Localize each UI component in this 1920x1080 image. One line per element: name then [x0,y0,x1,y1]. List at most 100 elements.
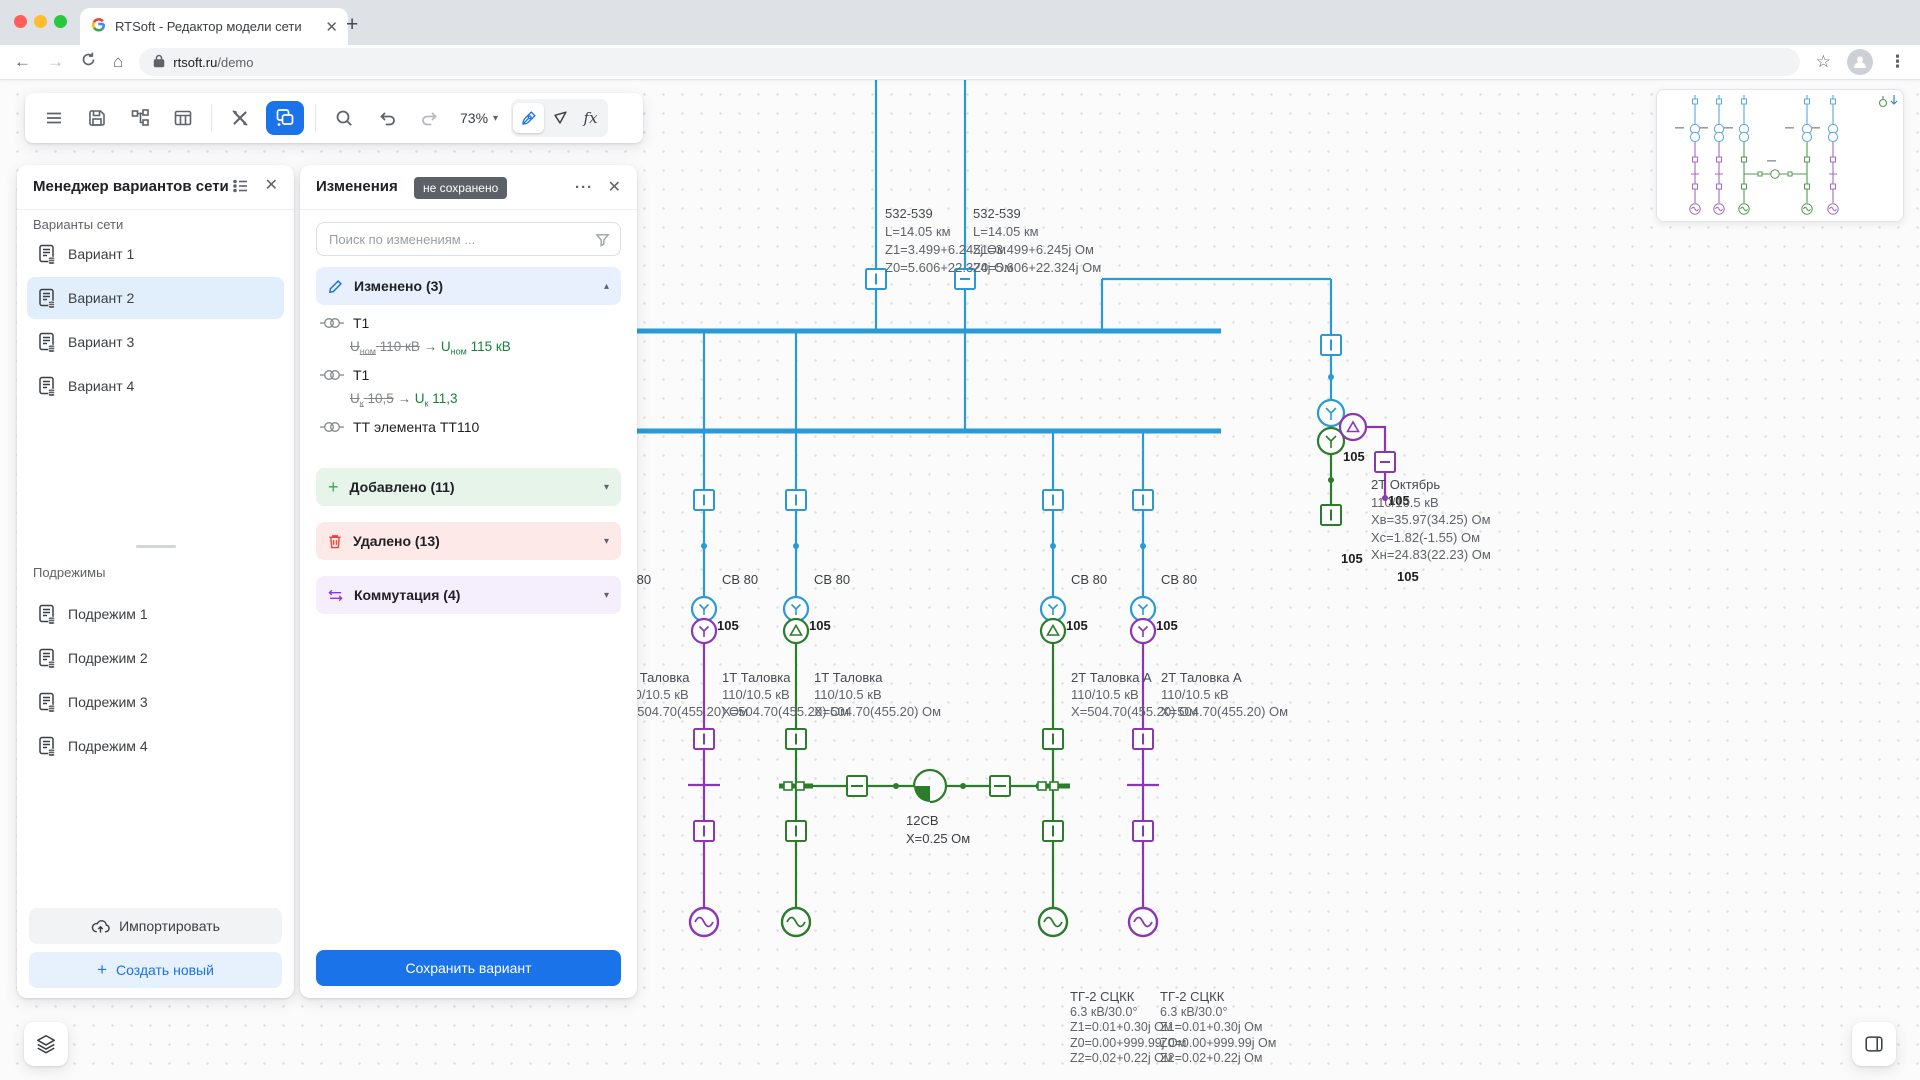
breaker-label: СВ 80 [814,572,851,587]
url-path: /demo [217,54,254,70]
variant-item-4[interactable]: Вариант 4 [27,365,284,407]
section-added[interactable]: + Добавлено (11) ▾ [316,468,621,506]
chevron-down-icon: ▾ [603,481,609,493]
node-label: 105 [809,618,831,633]
layers-button[interactable] [24,1022,68,1066]
layers-icon [36,1034,56,1054]
minimap[interactable] [1656,89,1904,222]
subregime-item-3[interactable]: Подрежим 3 [27,681,284,723]
reactor-label: 12СВ X=0.25 Ом [906,813,971,846]
diagram-canvas[interactable]: 532-539 L=14.05 км Z1=3.499+6.245j Ом Z0… [0,79,1920,1080]
node-label: 105 [1343,449,1365,464]
menu-button[interactable] [37,101,71,135]
zoom-level-value: 73% [460,110,489,126]
table-button[interactable] [166,101,200,135]
plus-icon: + [328,476,339,497]
node-label: 105 [1066,618,1088,633]
create-new-button[interactable]: + Создать новый [29,952,282,988]
node-label: 105 [717,618,739,633]
list-view-icon[interactable] [232,177,250,200]
change-item[interactable]: Т1 [320,367,369,383]
zoom-level-control[interactable]: 73% ▾ [456,110,502,126]
window-minimize-button[interactable] [34,15,47,28]
new-tab-button[interactable]: + [346,13,359,36]
panel-toggle-icon [1865,1036,1883,1052]
section-switching[interactable]: Коммутация (4) ▾ [316,576,621,614]
formula-tool-button[interactable]: fx [583,109,598,127]
favicon-google-icon [90,16,106,37]
instances-mode-button[interactable] [266,101,304,135]
save-button[interactable] [80,101,114,135]
variant-item-3[interactable]: Вариант 3 [27,321,284,363]
changes-search-input[interactable] [327,230,587,248]
transformer-icon [320,422,344,432]
browser-tab[interactable]: RTSoft - Редактор модели сети ✕ [80,8,348,45]
filter-funnel-icon[interactable] [595,232,610,247]
change-item[interactable]: ТТ элемента ТТ110 [320,419,479,435]
variant-document-icon [39,648,56,669]
section-modified[interactable]: Изменено (3) ▴ [316,267,621,305]
change-detail: Uном 110 кВ → Uном 115 кВ [350,339,511,357]
home-icon[interactable]: ⌂ [113,52,124,71]
line-label: 532-539 L=14.05 км Z1=3.499+6.245j Ом Z0… [973,206,1102,275]
undo-button[interactable] [370,101,404,135]
transformer-label: 1Т Таловка 110/10.5 кВ Х=504.70(455.20) … [722,670,850,719]
generator-label: ТГ-2 СЦКК 6.3 кВ/30.0° Z1=0.01+0.30j Ом … [1160,989,1277,1065]
change-item[interactable]: Т1 [320,315,369,331]
line-label: 532-539 L=14.05 км Z1=3.499+6.245j Ом Z0… [885,206,1014,275]
tree-structure-button[interactable] [123,101,157,135]
variant-item-2-selected[interactable]: Вариант 2 [27,277,284,319]
node-label: 105 [1341,551,1363,566]
window-close-button[interactable] [14,15,27,28]
window-zoom-button[interactable] [54,15,67,28]
browser-url-bar: ← → ⌂ rtsoft.ru/demo ☆ ⋮ [0,45,1920,80]
subregime-item-2[interactable]: Подрежим 2 [27,637,284,679]
close-icon[interactable]: ✕ [264,177,278,194]
cloud-upload-icon [91,919,110,933]
section-deleted[interactable]: Удалено (13) ▾ [316,522,621,560]
label-tool-button[interactable] [544,103,575,133]
transformer-icon [320,370,344,380]
pen-tool-button[interactable] [513,103,545,133]
tab-close-icon[interactable]: ✕ [325,18,338,36]
reload-icon[interactable] [80,51,97,73]
redo-button[interactable] [413,101,447,135]
bookmark-star-icon[interactable]: ☆ [1815,52,1831,71]
search-button[interactable] [327,101,361,135]
three-winding-transformer-label: 2Т Октябрь 110/10.5 кВ Хв=35.97(34.25) О… [1371,477,1491,562]
divider [17,209,294,210]
unsaved-status-badge: не сохранено [414,177,508,199]
more-options-icon[interactable]: ··· [575,179,593,196]
tools-button[interactable] [223,101,257,135]
resize-handle[interactable] [135,545,176,548]
node-label: 105 [1156,618,1178,633]
browser-menu-icon[interactable]: ⋮ [1889,52,1906,71]
plus-icon: + [97,960,107,979]
transformer-label: 1Т Таловка 110/10.5 кВ Х=504.70(455.20) … [814,670,942,719]
changes-search [316,222,621,256]
main-toolbar: 73% ▾ fx [25,93,643,143]
node-label: 105 [1388,493,1410,508]
browser-tab-bar: RTSoft - Редактор модели сети ✕ + [0,0,1920,45]
variant-item-1[interactable]: Вариант 1 [27,233,284,275]
section-label-variants: Варианты сети [33,217,124,232]
save-variant-button[interactable]: Сохранить вариант [316,950,621,986]
subregime-item-4[interactable]: Подрежим 4 [27,725,284,767]
forward-icon[interactable]: → [47,52,64,71]
pencil-icon [328,279,342,293]
schematic-diagram[interactable] [0,79,1920,1080]
profile-avatar[interactable] [1847,49,1873,75]
import-button[interactable]: Импортировать [29,908,282,944]
address-bar[interactable]: rtsoft.ru/demo [139,48,1800,76]
close-icon[interactable]: ✕ [607,179,621,196]
variant-document-icon [39,288,56,309]
network-variants-panel: Менеджер вариантов сети ✕ Варианты сети [17,165,294,998]
panel-toggle-button[interactable] [1852,1022,1896,1066]
variant-document-icon [39,332,56,353]
subregime-item-1[interactable]: Подрежим 1 [27,593,284,635]
back-icon[interactable]: ← [14,52,31,71]
transformer-label: 2Т Таловка А 110/10.5 кВ Х=504.70(455.20… [1161,670,1289,719]
chevron-down-icon: ▾ [493,112,499,124]
panel-title: Изменения [316,178,398,195]
